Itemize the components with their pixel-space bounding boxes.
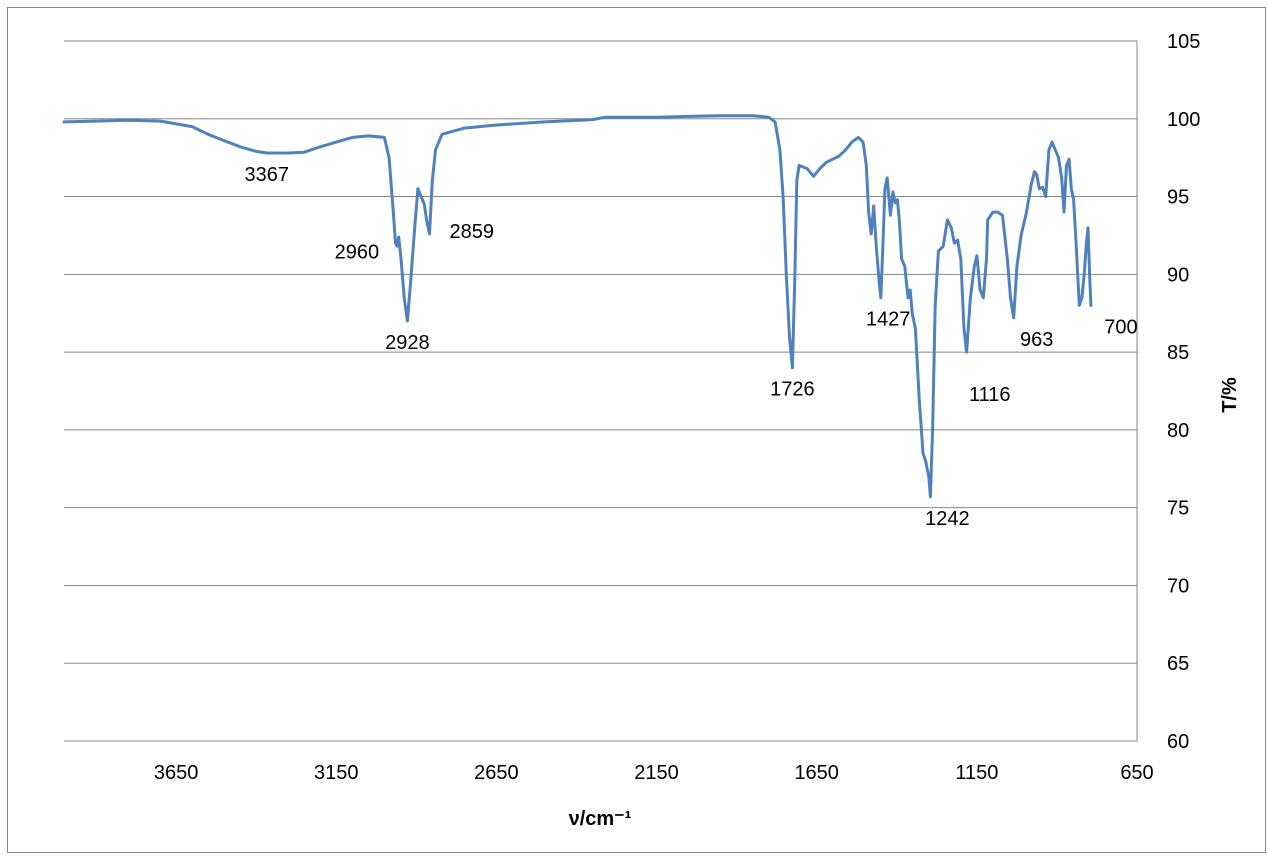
y-axis-title: T/% xyxy=(1219,377,1241,413)
series-layer xyxy=(62,114,1093,499)
x-tick-label: 3150 xyxy=(314,762,359,784)
peak-label: 3367 xyxy=(244,164,289,186)
x-tick-label: 1150 xyxy=(955,762,998,784)
peak-label: 963 xyxy=(1020,329,1053,351)
peak-label: 2928 xyxy=(385,332,430,354)
y-tick-label: 65 xyxy=(1167,653,1189,675)
peak-label: 1242 xyxy=(925,508,970,530)
peak-label: 1116 xyxy=(969,384,1011,406)
y-tick-label: 105 xyxy=(1167,31,1200,53)
peak-label: 2960 xyxy=(335,241,380,263)
peak-labels: 3367 2960 2928 2859 1726 1427 1242 1116 963 700 xyxy=(244,164,1137,530)
y-tick-label: 90 xyxy=(1167,264,1189,286)
spectrum-line xyxy=(62,114,1093,499)
y-tick-label: 75 xyxy=(1167,498,1189,520)
x-tick-label: 3650 xyxy=(154,762,199,784)
x-tick-label: 2150 xyxy=(634,762,679,784)
tick-labels: 60 65 70 75 80 85 90 95 100 105 3650 3150 2650 2150 16… xyxy=(154,31,1201,784)
y-tick-label: 85 xyxy=(1167,342,1189,364)
y-tick-label: 95 xyxy=(1167,187,1189,209)
x-tick-label: 1650 xyxy=(794,762,839,784)
y-tick-label: 80 xyxy=(1167,420,1189,442)
x-tick-label: 2650 xyxy=(474,762,519,784)
y-tick-label: 100 xyxy=(1167,109,1200,131)
peak-label: 700 xyxy=(1104,316,1137,338)
y-tick-label: 70 xyxy=(1167,575,1189,597)
peak-label: 2859 xyxy=(449,221,494,243)
x-tick-label: 650 xyxy=(1120,762,1153,784)
x-axis-title: ν/cm⁻¹ xyxy=(569,808,632,830)
peak-label: 1726 xyxy=(770,379,815,401)
y-tick-label: 60 xyxy=(1167,731,1189,753)
peak-label: 1427 xyxy=(866,309,911,331)
